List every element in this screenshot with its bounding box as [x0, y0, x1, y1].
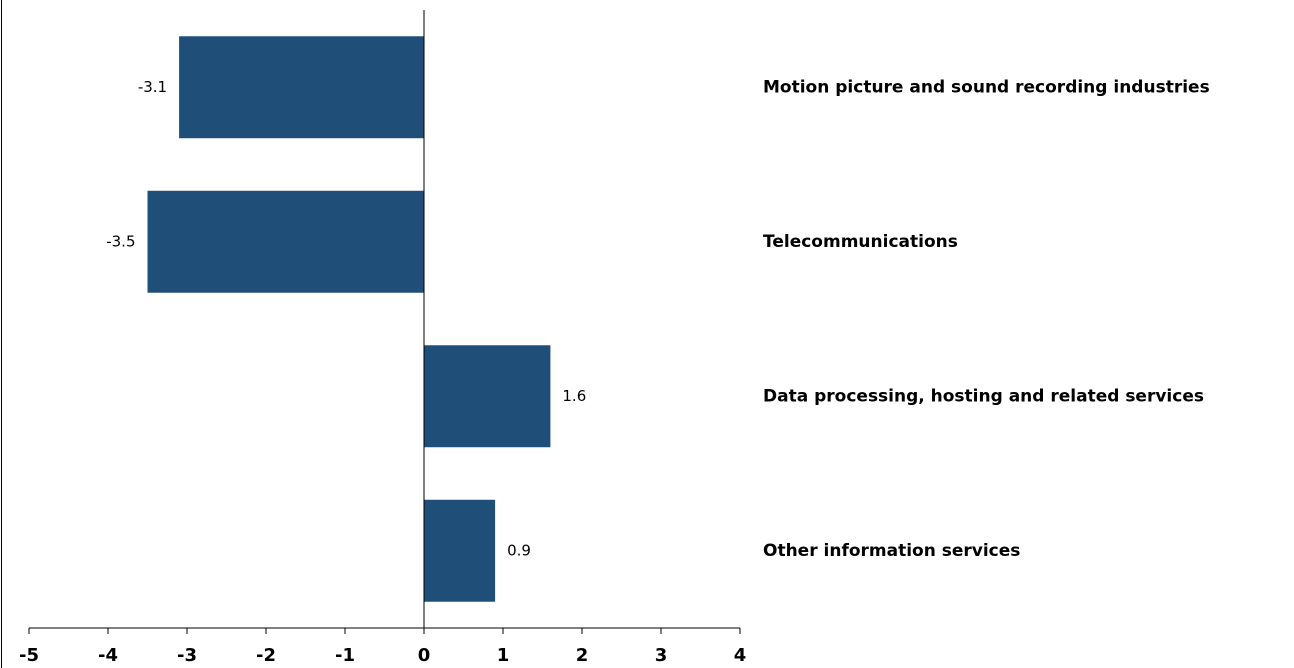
x-tick-label: 3: [655, 645, 668, 666]
bar: [147, 190, 424, 293]
x-tick-label: 1: [497, 645, 510, 666]
x-tick-label: -5: [19, 645, 39, 666]
data-label: 1.6: [562, 387, 586, 405]
bar: [424, 499, 496, 602]
x-tick-label: 4: [734, 645, 747, 666]
data-label: -3.5: [106, 232, 135, 250]
x-tick-label: -1: [335, 645, 355, 666]
x-tick-label: 2: [576, 645, 589, 666]
x-tick-label: -3: [177, 645, 197, 666]
category-label: Data processing, hosting and related ser…: [763, 386, 1204, 406]
bar: [424, 345, 551, 448]
bar: [179, 36, 424, 139]
category-label: Telecommunications: [763, 232, 958, 252]
x-tick-label: -4: [98, 645, 118, 666]
data-label: 0.9: [507, 541, 531, 559]
x-tick-label: -2: [256, 645, 276, 666]
category-label: Motion picture and sound recording indus…: [763, 77, 1210, 97]
data-label: -3.1: [138, 78, 167, 96]
category-label: Other information services: [763, 541, 1020, 561]
x-tick-label: 0: [418, 645, 431, 666]
